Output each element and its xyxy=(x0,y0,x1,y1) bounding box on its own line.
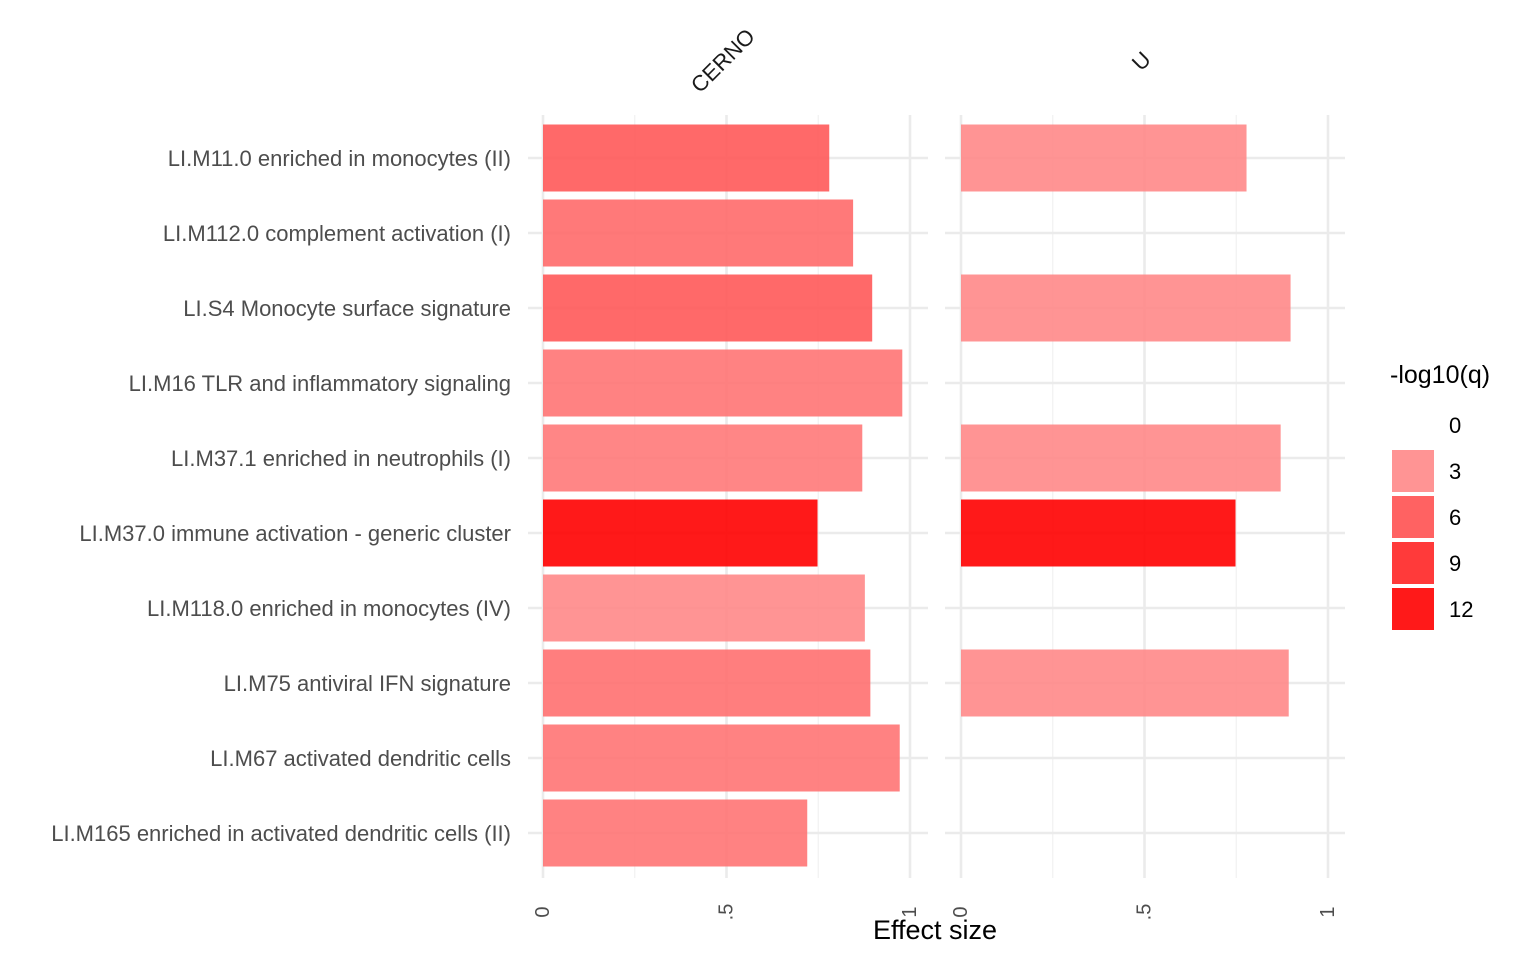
legend-swatch xyxy=(1392,404,1434,446)
legend-label: 12 xyxy=(1449,597,1473,622)
legend-label: 3 xyxy=(1449,459,1461,484)
bar xyxy=(961,274,1291,342)
legend-label: 0 xyxy=(1449,413,1461,438)
category-labels: LI.M11.0 enriched in monocytes (II) LI.M1… xyxy=(51,146,511,846)
x-tick-label: .5 xyxy=(716,904,738,921)
bar xyxy=(543,574,865,642)
bar xyxy=(543,124,830,192)
x-tick-label: 0 xyxy=(532,906,554,917)
bar xyxy=(961,499,1236,567)
legend: -log10(q) 0 3 6 9 12 xyxy=(1390,361,1490,630)
bar xyxy=(961,124,1247,192)
legend-swatch xyxy=(1392,496,1434,538)
category-label: LI.M75 antiviral IFN signature xyxy=(224,671,511,696)
bar xyxy=(543,349,903,417)
category-label: LI.M112.0 complement activation (I) xyxy=(163,221,511,246)
legend-keys: 0 3 6 9 12 xyxy=(1392,404,1473,630)
x-tick-label: 0 xyxy=(950,906,972,917)
category-label: LI.M67 activated dendritic cells xyxy=(210,746,511,771)
x-axis-title: Effect size xyxy=(873,915,997,945)
legend-title: -log10(q) xyxy=(1390,361,1490,389)
bar xyxy=(543,724,900,792)
legend-swatch xyxy=(1392,542,1434,584)
category-label: LI.M37.1 enriched in neutrophils (I) xyxy=(171,446,511,471)
category-label: LI.S4 Monocyte surface signature xyxy=(183,296,511,321)
x-tick-label: 1 xyxy=(1317,906,1339,917)
bar xyxy=(543,649,871,717)
facet-labels: CERNO U xyxy=(686,24,1156,98)
facet-label: U xyxy=(1127,47,1156,76)
legend-swatch xyxy=(1392,450,1434,492)
category-label: LI.M37.0 immune activation - generic clu… xyxy=(79,521,511,546)
bar xyxy=(961,424,1281,492)
category-label: LI.M16 TLR and inflammatory signaling xyxy=(129,371,511,396)
x-tick-label: 1 xyxy=(899,906,921,917)
bar xyxy=(543,199,854,267)
bar xyxy=(543,274,873,342)
bar xyxy=(543,799,808,867)
bar xyxy=(543,424,863,492)
category-label: LI.M11.0 enriched in monocytes (II) xyxy=(168,146,511,171)
legend-label: 9 xyxy=(1449,551,1461,576)
bars-layer xyxy=(543,124,1291,867)
x-tick-labels: 0 .5 1 0 .5 1 xyxy=(532,904,1339,921)
x-tick-label: .5 xyxy=(1134,904,1156,921)
category-label: LI.M118.0 enriched in monocytes (IV) xyxy=(147,596,511,621)
bar xyxy=(543,499,818,567)
bar xyxy=(961,649,1289,717)
legend-swatch xyxy=(1392,588,1434,630)
facet-label: CERNO xyxy=(686,24,760,98)
category-label: LI.M165 enriched in activated dendritic … xyxy=(51,821,511,846)
legend-label: 6 xyxy=(1449,505,1461,530)
